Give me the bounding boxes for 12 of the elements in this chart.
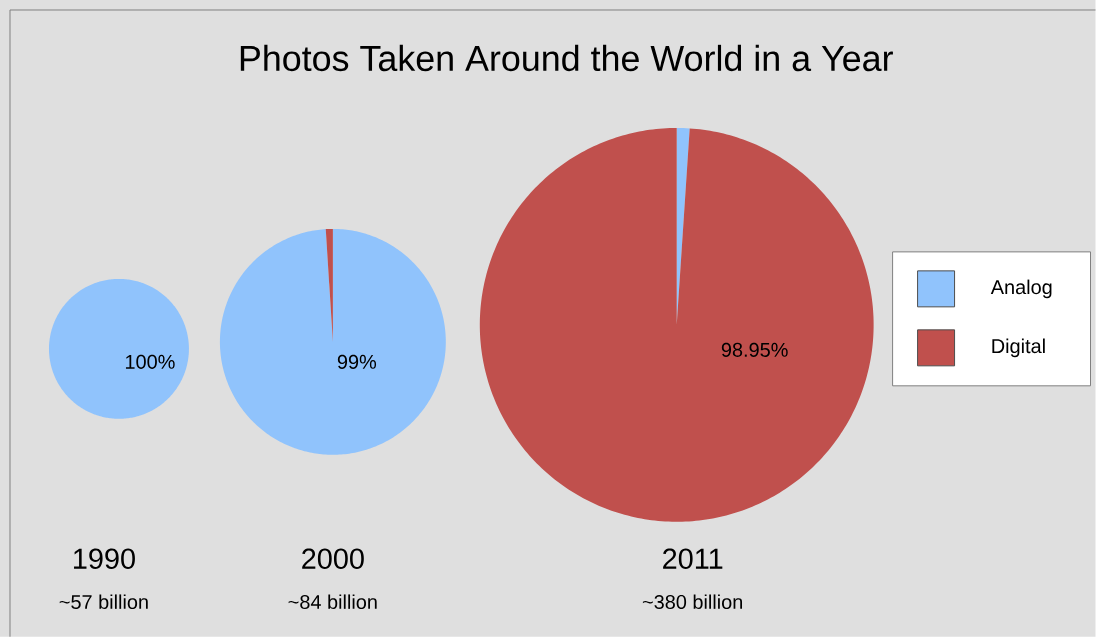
- text: 2000: [302, 548, 364, 569]
- data-label: 98.95%: [721, 342, 788, 357]
- text: 2011: [663, 548, 723, 569]
- data-label: 99%: [337, 354, 377, 369]
- legend-label: Digital: [992, 338, 1045, 358]
- data-label: 100%: [125, 354, 175, 369]
- legend-label: Analog: [990, 279, 1052, 299]
- text: ~380 billion: [642, 594, 743, 609]
- text: ~57 billion: [59, 594, 148, 609]
- text: Photos Taken Around the World in a Year: [240, 44, 893, 72]
- text: 1990: [74, 548, 135, 569]
- text: ~84 billion: [288, 594, 377, 609]
